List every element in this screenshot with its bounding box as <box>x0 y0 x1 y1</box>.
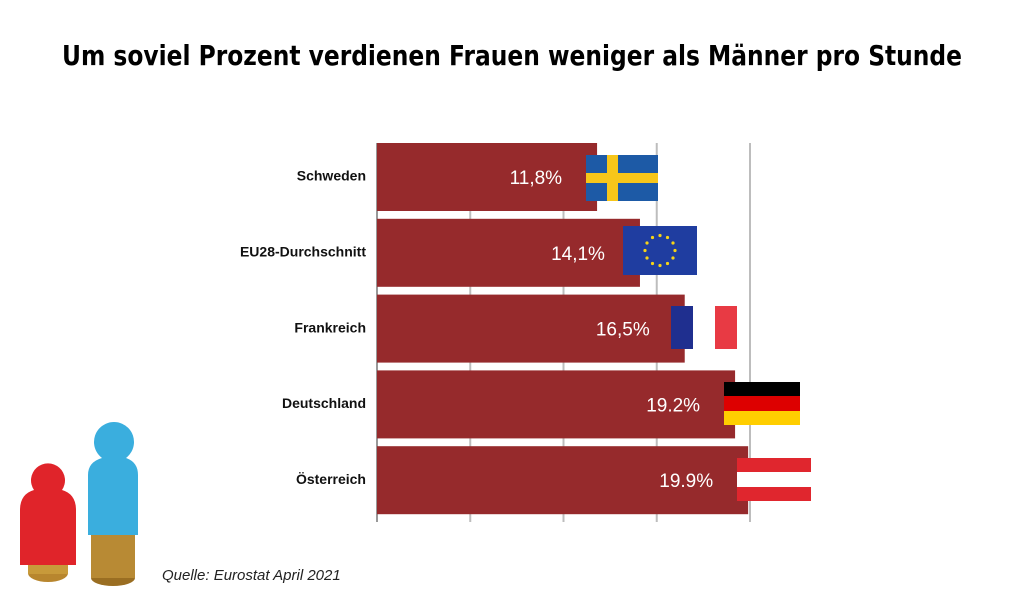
bar <box>377 446 749 515</box>
eu-star <box>645 256 649 260</box>
bar <box>377 218 640 287</box>
eu-star <box>671 241 675 245</box>
value-label: 16,5% <box>596 320 650 341</box>
bars: 11,8% 14,1% 16,5% 19.2% 19.9% <box>377 143 749 515</box>
eu-star <box>650 235 655 240</box>
bar <box>377 370 736 439</box>
value-label: 19.9% <box>659 471 713 492</box>
category-label: Österreich <box>296 471 366 487</box>
category-label: Deutschland <box>282 395 366 411</box>
value-label: 19.2% <box>646 395 700 416</box>
eu-star <box>658 263 662 268</box>
bar <box>377 143 598 211</box>
eu-star <box>645 241 649 245</box>
category-label: Schweden <box>297 168 366 184</box>
value-label: 11,8% <box>510 168 563 189</box>
eu-star <box>650 261 655 266</box>
eu-star <box>658 233 662 238</box>
eu-star <box>665 261 670 266</box>
eu-star <box>665 235 670 240</box>
bar <box>377 294 685 363</box>
source: Quelle: Eurostat April 2021 <box>162 567 341 584</box>
chart-title: Um soviel Prozent verdienen Frauen wenig… <box>62 39 962 72</box>
flag-austria <box>737 458 811 501</box>
eu-star <box>673 248 677 253</box>
category-label: EU28-Durchschnitt <box>240 244 366 260</box>
eu-star <box>671 256 675 260</box>
flag-sweden <box>586 155 658 201</box>
figures <box>20 422 138 586</box>
eu-star <box>643 248 647 253</box>
flag-germany <box>724 382 800 425</box>
category-label: Frankreich <box>294 319 366 335</box>
value-label: 14,1% <box>551 244 605 265</box>
flag-france <box>671 306 737 349</box>
flag-eu <box>623 226 697 275</box>
